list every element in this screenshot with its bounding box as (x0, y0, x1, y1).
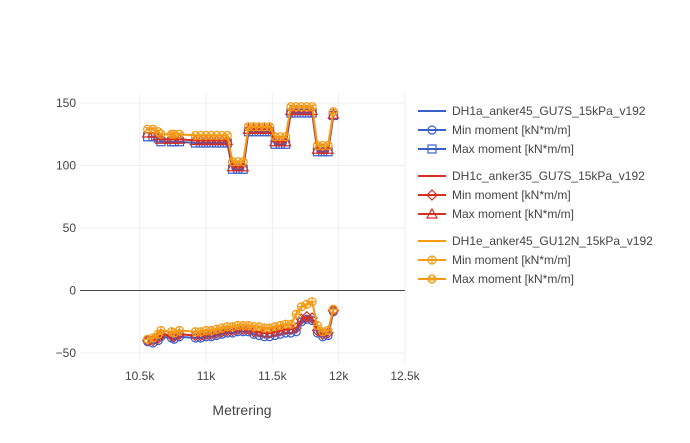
x-tick-label: 12.5k (390, 369, 420, 383)
y-tick-label: 0 (69, 284, 76, 298)
legend-item[interactable]: Max moment [kN*m/m] (418, 142, 574, 156)
data-point[interactable] (156, 129, 166, 139)
data-point[interactable] (265, 122, 275, 132)
legend-label: DH1e_anker45_GU12N_15kPa_v192 (452, 234, 653, 248)
plot-area (141, 102, 340, 348)
data-point[interactable] (254, 322, 264, 332)
legend-marker[interactable] (427, 274, 437, 284)
data-point[interactable] (312, 320, 323, 331)
data-point[interactable] (307, 297, 317, 307)
data-point[interactable] (290, 322, 303, 334)
legend-label: Max moment [kN*m/m] (452, 272, 574, 286)
legend[interactable]: DH1a_anker45_GU7S_15kPa_v192 Min moment [… (418, 104, 653, 286)
legend-marker[interactable] (425, 207, 439, 219)
legend-label: DH1a_anker45_GU7S_15kPa_v192 (452, 104, 646, 118)
data-point[interactable] (217, 323, 227, 333)
data-point[interactable] (237, 160, 250, 172)
axes: 10.5k 11k 11.5k 12k 12.5k −50 0 50 100 150 (56, 96, 421, 383)
legend-label: Min moment [kN*m/m] (452, 253, 571, 267)
data-point[interactable] (296, 317, 307, 327)
data-point[interactable] (196, 327, 206, 337)
x-tick-label: 10.5k (125, 369, 155, 383)
data-point[interactable] (328, 107, 338, 117)
data-point[interactable] (143, 334, 153, 344)
x-tick-label: 11k (197, 369, 216, 383)
data-point[interactable] (265, 323, 275, 333)
legend-marker[interactable] (427, 125, 437, 135)
data-point[interactable] (323, 140, 333, 151)
data-point[interactable] (275, 320, 285, 331)
data-point[interactable] (316, 328, 329, 341)
legend-label: Min moment [kN*m/m] (452, 188, 571, 202)
data-point[interactable] (221, 134, 234, 146)
data-point[interactable] (212, 324, 222, 334)
y-tick-label: 100 (56, 159, 76, 173)
data-point[interactable] (286, 319, 296, 329)
legend-label: Max moment [kN*m/m] (452, 207, 574, 221)
series-group-3 (143, 102, 338, 344)
data-point[interactable] (206, 325, 216, 336)
data-point[interactable] (174, 129, 185, 139)
data-point[interactable] (154, 133, 167, 144)
data-point[interactable] (238, 157, 248, 167)
data-point[interactable] (307, 102, 317, 112)
legend-label: Min moment [kN*m/m] (452, 123, 571, 137)
data-point[interactable] (318, 327, 328, 337)
data-point[interactable] (174, 325, 185, 336)
series-group-2 (141, 104, 340, 347)
legend-label: Max moment [kN*m/m] (452, 142, 574, 156)
data-point[interactable] (291, 309, 301, 319)
legend-marker[interactable] (427, 144, 437, 154)
legend-item[interactable]: Max moment [kN*m/m] (418, 272, 574, 286)
legend-item[interactable]: Max moment [kN*m/m] (418, 207, 574, 221)
legend-item[interactable]: DH1c_anker35_GU7S_15kPa_v192 (418, 169, 645, 183)
data-point[interactable] (173, 133, 186, 144)
data-point[interactable] (156, 325, 166, 336)
data-point[interactable] (269, 325, 281, 338)
legend-marker[interactable] (427, 255, 437, 265)
series-line[interactable] (147, 105, 335, 163)
y-tick-label: 150 (56, 96, 76, 110)
y-tick-label: 50 (63, 221, 77, 235)
legend-item[interactable]: Min moment [kN*m/m] (418, 123, 571, 137)
data-point[interactable] (222, 130, 232, 141)
legend-item[interactable]: DH1a_anker45_GU7S_15kPa_v192 (418, 104, 646, 118)
data-point[interactable] (243, 320, 254, 331)
legend-marker[interactable] (426, 189, 438, 201)
data-point[interactable] (274, 324, 287, 337)
data-point[interactable] (270, 322, 280, 332)
legend-item[interactable]: Min moment [kN*m/m] (418, 253, 571, 267)
legend-item[interactable]: DH1e_anker45_GU12N_15kPa_v192 (418, 234, 653, 248)
data-point[interactable] (227, 322, 238, 332)
legend-item[interactable]: Min moment [kN*m/m] (418, 188, 571, 202)
data-point[interactable] (281, 132, 291, 142)
x-tick-label: 11.5k (258, 369, 287, 383)
y-tick-label: −50 (56, 346, 77, 360)
data-point[interactable] (328, 304, 338, 314)
x-axis-title: Metrering (212, 402, 271, 418)
data-point[interactable] (279, 135, 292, 147)
x-tick-label: 12k (329, 369, 349, 383)
legend-label: DH1c_anker35_GU7S_15kPa_v192 (452, 169, 645, 183)
data-point[interactable] (323, 325, 333, 336)
